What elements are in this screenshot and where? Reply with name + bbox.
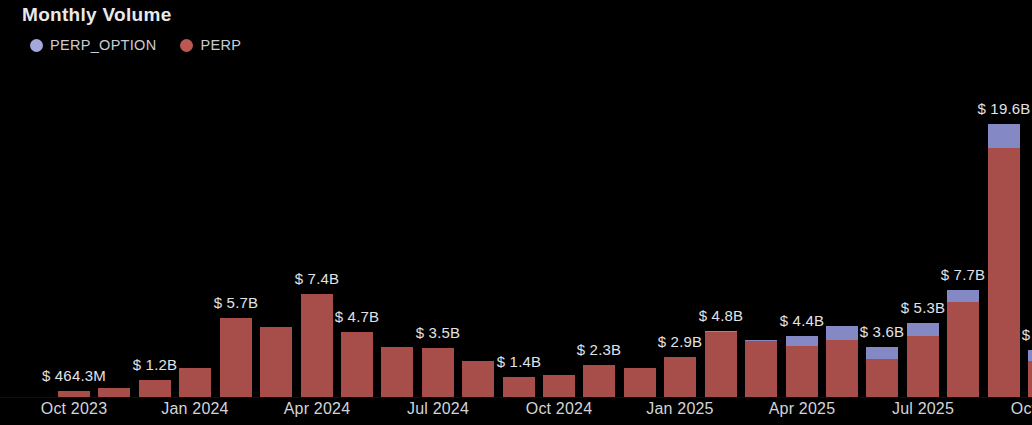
x-axis-line: [0, 397, 1032, 398]
bar-perp-segment[interactable]: [220, 318, 252, 397]
x-axis-tick-label: Jul 2025: [858, 400, 988, 418]
bar-perp-segment[interactable]: [907, 336, 939, 397]
bar-perp-segment[interactable]: [139, 380, 171, 397]
x-axis-tick-label: Oct 2024: [494, 400, 624, 418]
bar-perp-option-segment[interactable]: [705, 331, 737, 332]
bar-value-label: $ 19.6B: [934, 100, 1032, 117]
bar-perp-option-segment[interactable]: [1028, 350, 1032, 361]
bar-value-label: $ 5.7B: [166, 294, 306, 311]
bar-perp-segment[interactable]: [664, 357, 696, 397]
monthly-volume-chart: $ 464.3MOct 2023$ 1.2BJan 2024$ 5.7B$ 7.…: [0, 0, 1032, 425]
bar-perp-segment[interactable]: [786, 346, 818, 397]
bar-perp-segment[interactable]: [583, 365, 615, 397]
bar-perp-segment[interactable]: [381, 347, 413, 397]
x-axis-tick-label: Jan 2025: [615, 400, 745, 418]
bar-perp-segment[interactable]: [543, 375, 575, 397]
bar-perp-segment[interactable]: [988, 148, 1020, 397]
bar-value-label: $ 3.4B: [974, 326, 1032, 343]
bar-perp-segment[interactable]: [98, 388, 130, 397]
bar-perp-segment[interactable]: [179, 368, 211, 397]
bar-perp-option-segment[interactable]: [988, 124, 1020, 148]
bar-perp-segment[interactable]: [826, 340, 858, 397]
bar-perp-segment[interactable]: [260, 327, 292, 397]
bar-value-label: $ 7.4B: [247, 270, 387, 287]
x-axis-tick-label: Apr 2024: [252, 400, 382, 418]
bar-value-label: $ 4.7B: [287, 308, 427, 325]
bar-perp-segment[interactable]: [341, 332, 373, 397]
x-axis-tick-label: Jul 2024: [373, 400, 503, 418]
bar-perp-segment[interactable]: [1028, 361, 1032, 397]
x-axis-tick-label: Apr 2025: [737, 400, 867, 418]
bar-perp-segment[interactable]: [58, 391, 90, 397]
bar-perp-segment[interactable]: [624, 368, 656, 397]
x-axis-tick-label: Jan 2024: [130, 400, 260, 418]
x-axis-tick-label: Oct 2025: [979, 400, 1032, 418]
bar-perp-segment[interactable]: [745, 341, 777, 397]
bar-perp-option-segment[interactable]: [947, 290, 979, 302]
bar-perp-segment[interactable]: [503, 377, 535, 397]
bar-perp-option-segment[interactable]: [866, 347, 898, 359]
bar-perp-segment[interactable]: [866, 359, 898, 397]
x-axis-tick-label: Oct 2023: [9, 400, 139, 418]
bar-perp-option-segment[interactable]: [907, 323, 939, 336]
bar-value-label: $ 3.5B: [368, 324, 508, 341]
bar-perp-option-segment[interactable]: [745, 340, 777, 341]
bar-perp-segment[interactable]: [947, 302, 979, 397]
bar-perp-segment[interactable]: [705, 332, 737, 397]
